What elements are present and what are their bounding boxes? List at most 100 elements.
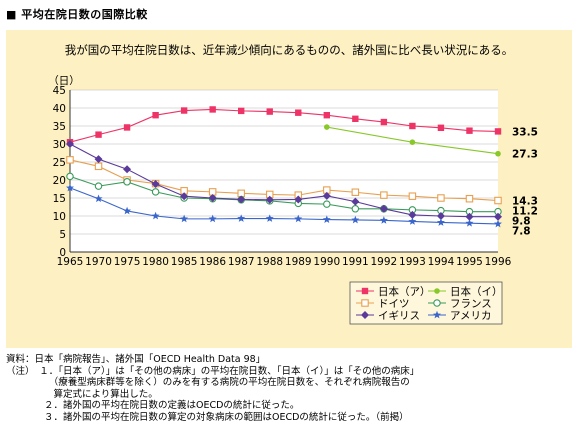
x-tick-label: 1994 xyxy=(428,256,455,268)
data-point-2 xyxy=(380,191,388,199)
series-line-5 xyxy=(69,187,499,225)
end-value-label: 27.3 xyxy=(512,149,538,161)
data-point-2 xyxy=(408,192,417,200)
data-point-0 xyxy=(238,107,245,115)
data-point-5 xyxy=(351,215,360,224)
legend-marker xyxy=(433,299,441,307)
x-tick-label: 1986 xyxy=(199,256,226,268)
chart-panel: 我が国の平均在院日数は、近年減少傾向にあるものの、諸外国に比べ長い状況にある。 … xyxy=(6,30,572,348)
data-point-5 xyxy=(322,215,331,223)
legend-marker xyxy=(361,311,369,319)
data-point-2 xyxy=(66,156,74,164)
data-point-0 xyxy=(352,115,359,122)
data-point-0 xyxy=(123,124,131,131)
data-point-0 xyxy=(209,106,216,113)
legend-label: アメリカ xyxy=(450,310,491,322)
data-point-0 xyxy=(437,124,445,131)
data-point-2 xyxy=(494,196,502,205)
x-tick-label: 1985 xyxy=(171,256,198,268)
legend-marker xyxy=(433,310,441,319)
x-tick-label: 1975 xyxy=(114,256,141,268)
end-value-label: 11.2 xyxy=(512,206,538,218)
note-1-line-2: （療養型病床群等を除く）のみを有する病院の平均在院日数を、それぞれ病院報告の xyxy=(6,377,410,388)
data-point-0 xyxy=(295,109,302,116)
data-point-5 xyxy=(208,214,217,223)
x-tick-label: 1980 xyxy=(142,256,169,268)
data-point-0 xyxy=(152,112,159,119)
data-point-4 xyxy=(379,204,388,213)
data-point-2 xyxy=(94,162,103,171)
end-value-label: 7.8 xyxy=(512,226,531,238)
note-2: ２．諸外国の平均在院日数の定義はOECDの統計に従った。 xyxy=(6,400,300,411)
data-point-5 xyxy=(379,216,388,224)
x-tick-label: 1988 xyxy=(256,256,283,268)
end-value-label: 9.8 xyxy=(512,216,531,228)
data-point-5 xyxy=(436,218,445,226)
data-point-4 xyxy=(265,195,274,204)
legend-label: ドイツ xyxy=(378,298,410,310)
data-point-4 xyxy=(436,212,445,220)
data-point-4 xyxy=(494,212,502,221)
data-point-4 xyxy=(294,195,303,204)
data-point-3 xyxy=(323,200,331,208)
y-tick-label: 5 xyxy=(59,229,66,241)
y-tick-label: 45 xyxy=(53,85,66,97)
legend-label: イギリス xyxy=(378,310,420,322)
y-tick-label: 10 xyxy=(53,211,66,223)
chart-subtitle: 我が国の平均在院日数は、近年減少傾向にあるものの、諸外国に比べ長い状況にある。 xyxy=(64,43,514,57)
data-point-4 xyxy=(123,165,132,174)
legend-marker xyxy=(434,288,440,294)
x-tick-label: 1989 xyxy=(285,256,312,268)
data-point-0 xyxy=(323,112,330,119)
data-point-3 xyxy=(351,205,360,213)
data-point-4 xyxy=(408,210,417,219)
data-point-3 xyxy=(151,188,160,196)
data-point-5 xyxy=(494,219,502,228)
data-point-4 xyxy=(151,179,160,188)
data-point-0 xyxy=(380,118,388,126)
x-tick-label: 1995 xyxy=(456,256,483,268)
data-point-5 xyxy=(94,194,103,203)
end-value-label: 14.3 xyxy=(512,196,538,208)
note-1-line-1: （注） １．「日本（ア）」は「その他の病床」の平均在院日数、「日本（イ）」は「そ… xyxy=(6,365,420,377)
x-tick-label: 1992 xyxy=(370,256,397,268)
x-tick-label: 1970 xyxy=(85,256,112,268)
data-point-5 xyxy=(465,219,474,227)
data-point-1 xyxy=(324,124,330,130)
x-tick-label: 1991 xyxy=(342,256,369,268)
series-line-3 xyxy=(69,175,498,213)
data-point-3 xyxy=(123,178,131,186)
source-note: 資料：日本「病院報告」、諸外国「OECD Health Data 98」 xyxy=(6,354,266,365)
note-1-line-3: 算定式により算出した。 xyxy=(6,388,158,400)
data-point-0 xyxy=(494,128,502,135)
data-point-3 xyxy=(94,182,103,190)
series-line-0 xyxy=(69,108,499,143)
data-point-0 xyxy=(95,131,102,138)
data-point-5 xyxy=(66,183,74,192)
data-point-4 xyxy=(208,194,217,202)
legend-marker xyxy=(361,287,369,295)
legend xyxy=(349,281,503,325)
data-point-5 xyxy=(151,211,160,220)
note-3: ３．諸外国の平均在院日数の算定の対象病床の範囲はOECDの統計に従った。（前掲） xyxy=(6,411,409,423)
y-tick-label: 20 xyxy=(53,175,66,187)
data-point-4 xyxy=(351,197,360,206)
data-point-2 xyxy=(437,194,445,202)
y-tick-label: 35 xyxy=(53,121,66,133)
x-tick-label: 1990 xyxy=(313,256,340,268)
y-tick-label: 15 xyxy=(53,193,66,205)
section-title: ■ 平均在院日数の国際比較 xyxy=(6,8,148,21)
data-point-0 xyxy=(266,108,273,115)
y-axis-label: （日） xyxy=(48,75,80,87)
x-tick-label: 1965 xyxy=(57,256,84,268)
x-tick-label: 1993 xyxy=(399,256,426,268)
data-point-1 xyxy=(495,150,501,157)
data-point-5 xyxy=(237,214,246,222)
data-point-4 xyxy=(237,195,246,204)
data-point-3 xyxy=(66,172,74,181)
series-line-4 xyxy=(69,143,498,218)
data-point-4 xyxy=(180,192,189,201)
legend-label: フランス xyxy=(450,298,492,310)
data-point-5 xyxy=(294,214,303,223)
data-point-4 xyxy=(465,212,474,221)
